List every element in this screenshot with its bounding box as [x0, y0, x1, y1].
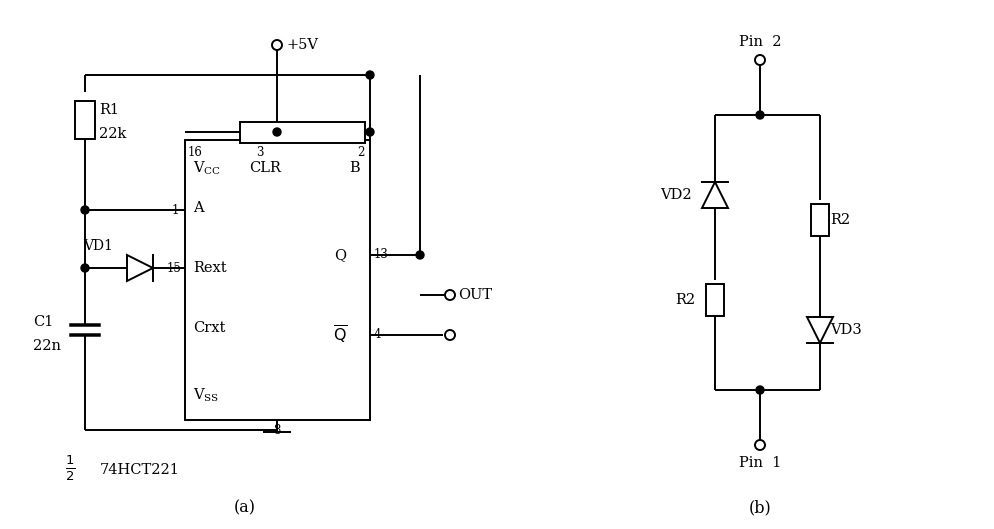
Text: VD3: VD3 [829, 323, 861, 337]
Text: CLR: CLR [248, 161, 280, 175]
Text: (a): (a) [234, 499, 255, 516]
Text: 3: 3 [256, 145, 263, 159]
Circle shape [755, 386, 763, 394]
Circle shape [81, 206, 88, 214]
Text: VD2: VD2 [659, 188, 691, 202]
Circle shape [366, 71, 374, 79]
Text: 4: 4 [374, 329, 381, 342]
Bar [706, 284, 724, 316]
Text: Q: Q [334, 248, 346, 262]
Circle shape [444, 330, 454, 340]
Text: 22n: 22n [33, 339, 61, 353]
Text: 8: 8 [273, 424, 280, 437]
Circle shape [444, 290, 454, 300]
Circle shape [754, 55, 764, 65]
Text: R1: R1 [98, 103, 119, 117]
Text: Pin  1: Pin 1 [739, 456, 780, 470]
Text: VD1: VD1 [83, 239, 112, 253]
Text: B: B [349, 161, 360, 175]
Text: +5V: +5V [286, 38, 319, 52]
Circle shape [366, 128, 374, 136]
Text: 22k: 22k [98, 127, 126, 141]
Polygon shape [127, 255, 153, 281]
Circle shape [81, 264, 88, 272]
Text: V$_\mathregular{CC}$: V$_\mathregular{CC}$ [193, 159, 221, 177]
Text: Rext: Rext [193, 261, 227, 275]
Text: V$_\mathregular{SS}$: V$_\mathregular{SS}$ [193, 386, 219, 404]
Text: 2: 2 [357, 145, 365, 159]
Text: 1: 1 [171, 204, 179, 216]
Bar [810, 204, 828, 236]
Text: $\overline{\mathrm{Q}}$: $\overline{\mathrm{Q}}$ [332, 324, 347, 346]
Text: C1: C1 [33, 315, 54, 329]
Circle shape [754, 440, 764, 450]
Bar [240, 122, 365, 143]
Polygon shape [702, 182, 728, 208]
Text: (b): (b) [747, 499, 770, 516]
Circle shape [415, 251, 423, 259]
Text: OUT: OUT [457, 288, 492, 302]
Text: $\frac{1}{2}$: $\frac{1}{2}$ [65, 453, 76, 483]
Bar [185, 140, 370, 420]
Circle shape [272, 128, 280, 136]
Text: 16: 16 [188, 145, 203, 159]
Text: 15: 15 [166, 261, 181, 275]
Text: 13: 13 [374, 249, 389, 261]
Text: R2: R2 [674, 293, 695, 307]
Circle shape [271, 40, 281, 50]
Circle shape [755, 111, 763, 119]
Bar [75, 101, 94, 139]
Polygon shape [806, 317, 832, 343]
Text: Pin  2: Pin 2 [738, 35, 780, 49]
Text: A: A [193, 201, 204, 215]
Text: 74HCT221: 74HCT221 [100, 463, 180, 477]
Text: Crxt: Crxt [193, 321, 226, 335]
Text: R2: R2 [829, 213, 849, 227]
